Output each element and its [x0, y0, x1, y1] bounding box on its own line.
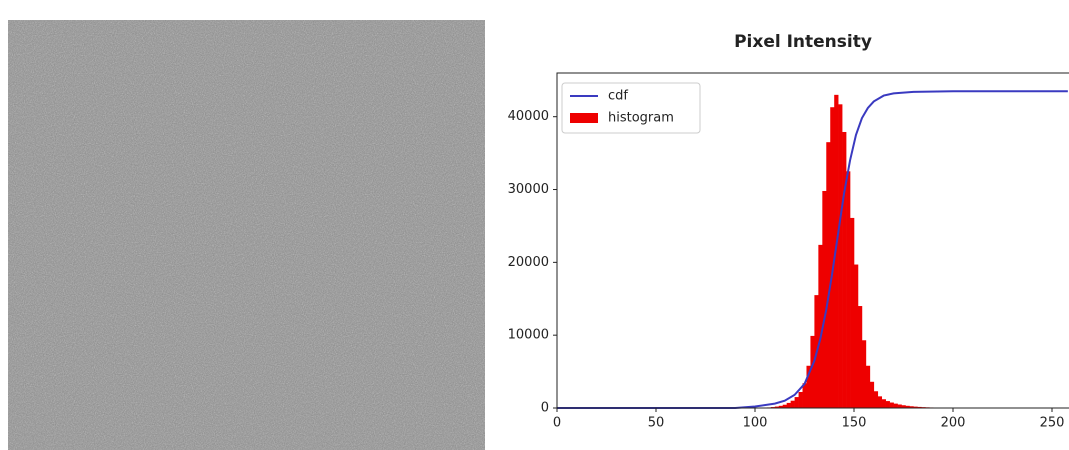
legend-label: cdf — [608, 89, 628, 104]
legend-swatch — [570, 113, 598, 123]
histogram-bar — [803, 383, 807, 408]
histogram-bar — [826, 142, 830, 408]
legend-box — [562, 83, 700, 133]
plot-area — [557, 91, 1068, 408]
chart-title: Pixel Intensity — [734, 32, 872, 52]
y-tick-label: 30000 — [508, 182, 549, 197]
y-tick-label: 10000 — [508, 328, 549, 343]
surface-image — [8, 20, 485, 450]
figure: Pixel Intensity 0 50 100 150 200 250 0 10000 200… — [0, 0, 1069, 450]
histogram-bar — [862, 340, 866, 408]
histogram-bar — [810, 336, 814, 408]
axes: 0 50 100 150 200 250 0 10000 20000 30000 40000 — [508, 109, 1065, 430]
histogram-bar — [799, 392, 803, 408]
y-tick-label: 40000 — [508, 109, 549, 124]
histogram-bar — [822, 191, 826, 408]
histogram-bar — [854, 265, 858, 408]
histogram-bar — [886, 401, 890, 408]
histogram-bar — [866, 366, 870, 408]
histogram-bar — [882, 399, 886, 408]
histogram-bar — [874, 391, 878, 408]
legend: cdf histogram — [562, 83, 700, 133]
y-tick-label: 0 — [541, 401, 549, 416]
legend-label: histogram — [608, 111, 674, 126]
x-tick-label: 150 — [842, 416, 867, 431]
histogram-bar — [842, 132, 846, 408]
histogram-bar — [787, 403, 791, 408]
histogram-bar — [858, 306, 862, 408]
x-tick-label: 200 — [941, 416, 966, 431]
histogram-bar — [846, 171, 850, 408]
x-tick-label: 100 — [743, 416, 768, 431]
histogram-bar — [850, 218, 854, 408]
x-tick-label: 0 — [553, 416, 561, 431]
x-tick-label: 250 — [1040, 416, 1065, 431]
x-tick-label: 50 — [648, 416, 665, 431]
histogram-bar — [791, 401, 795, 408]
histogram-bar — [894, 404, 898, 408]
y-tick-label: 20000 — [508, 255, 549, 270]
histogram-bar — [878, 396, 882, 408]
histogram-bar — [870, 382, 874, 408]
histogram-bar — [838, 104, 842, 408]
histogram-bar — [795, 397, 799, 408]
histogram-bar — [890, 403, 894, 408]
histogram-bar — [898, 405, 902, 408]
